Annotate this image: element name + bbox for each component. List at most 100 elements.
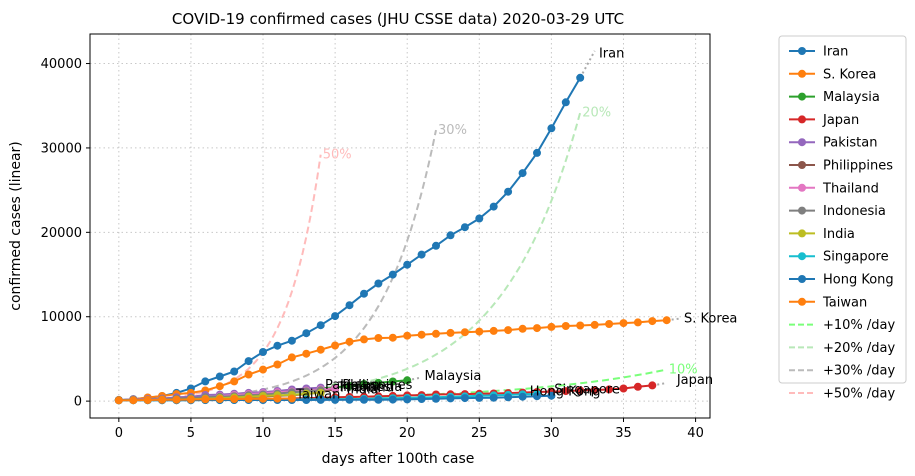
data-point <box>475 393 484 402</box>
data-point <box>360 380 368 388</box>
data-point <box>432 394 440 403</box>
data-point <box>287 353 296 362</box>
data-point <box>446 394 455 403</box>
legend-label: +10% /day <box>823 318 896 333</box>
data-point <box>489 393 498 402</box>
data-point <box>302 389 311 398</box>
legend-item: Taiwan <box>789 295 867 310</box>
legend-marker <box>798 161 806 169</box>
legend-marker <box>798 206 806 215</box>
data-point <box>518 324 527 333</box>
series-layer <box>114 50 682 405</box>
legend-marker <box>798 229 806 238</box>
data-point <box>504 393 513 402</box>
data-point <box>345 301 354 310</box>
data-point <box>331 384 340 393</box>
data-point <box>561 322 570 330</box>
data-point <box>374 279 383 288</box>
plot-frame <box>89 33 711 419</box>
data-point <box>244 357 253 366</box>
legend-item: Japan <box>789 113 859 128</box>
reference-line-30 <box>118 129 437 402</box>
series-end-label: Malaysia <box>425 369 482 384</box>
data-point <box>633 382 642 391</box>
data-point <box>316 395 325 404</box>
legend-item: Thailand <box>789 181 879 196</box>
legend: Iran S. Korea Malaysia Japan Pakistan Philipp… <box>778 35 907 402</box>
data-point <box>417 330 426 339</box>
x-tick-label: 20 <box>399 426 416 441</box>
data-point <box>619 384 628 393</box>
data-point <box>259 348 267 356</box>
data-point <box>388 377 397 386</box>
data-point <box>475 214 484 223</box>
data-point <box>273 360 282 369</box>
data-point <box>662 316 671 325</box>
data-point <box>576 386 585 395</box>
data-point <box>547 391 556 400</box>
series-end-label: Philippines <box>342 378 412 393</box>
data-point <box>201 377 210 386</box>
data-point <box>259 365 267 374</box>
legend-item: Pakistan <box>789 136 877 151</box>
y-tick-label: 0 <box>74 395 82 410</box>
data-point <box>215 382 224 391</box>
data-point <box>446 231 455 240</box>
legend-label: Pakistan <box>823 136 877 151</box>
legend-label: Taiwan <box>822 295 867 310</box>
legend-item: Malaysia <box>789 90 880 105</box>
data-point <box>360 289 368 298</box>
reference-label-10: 10% <box>669 363 698 378</box>
data-point <box>302 329 311 338</box>
data-point <box>547 322 556 331</box>
data-point <box>489 202 498 211</box>
series-end-label: India <box>347 382 379 397</box>
data-point <box>259 394 267 403</box>
legend-label: Iran <box>823 45 848 60</box>
legend-marker <box>798 252 806 261</box>
legend-label: Malaysia <box>823 90 880 105</box>
data-point <box>331 395 340 404</box>
series-end-label: Singapore <box>554 382 620 397</box>
data-point <box>432 329 440 338</box>
legend-label: +50% /day <box>823 387 896 402</box>
legend-label: Philippines <box>823 159 893 174</box>
data-point <box>360 335 368 344</box>
data-point <box>460 394 469 403</box>
legend-item: Iran <box>789 45 848 60</box>
legend-marker <box>798 275 806 283</box>
legend-marker <box>798 92 806 101</box>
series-end-label: Taiwan <box>295 387 340 402</box>
data-point <box>331 341 340 350</box>
data-point <box>388 270 397 279</box>
legend-item: +30% /day <box>789 364 896 379</box>
data-point <box>633 318 642 327</box>
data-point <box>273 394 282 403</box>
data-point <box>417 395 426 403</box>
data-point <box>345 382 354 390</box>
data-point <box>186 395 195 404</box>
ticks: 0 5 10 15 20 25 30 35 40 0 10000 20000 30000 40000 <box>41 57 704 441</box>
y-tick-label: 40000 <box>41 57 82 72</box>
series-line <box>118 77 582 402</box>
legend-marker <box>798 183 806 192</box>
data-point <box>576 73 585 82</box>
x-tick-label: 35 <box>615 426 632 441</box>
legend-marker <box>798 138 806 147</box>
legend-label: India <box>823 227 855 242</box>
data-point <box>403 395 412 404</box>
data-point <box>215 372 224 381</box>
data-point <box>403 331 412 340</box>
data-point <box>460 328 469 337</box>
series-end-label: Iran <box>599 46 624 61</box>
data-point <box>316 388 325 397</box>
data-point <box>316 345 325 354</box>
data-point <box>547 124 556 133</box>
x-tick-label: 5 <box>187 426 195 441</box>
data-point <box>619 319 628 328</box>
legend-marker <box>798 115 806 124</box>
data-point <box>446 328 455 337</box>
series-end-label: Hong Kong <box>530 384 601 399</box>
data-point <box>388 395 397 404</box>
